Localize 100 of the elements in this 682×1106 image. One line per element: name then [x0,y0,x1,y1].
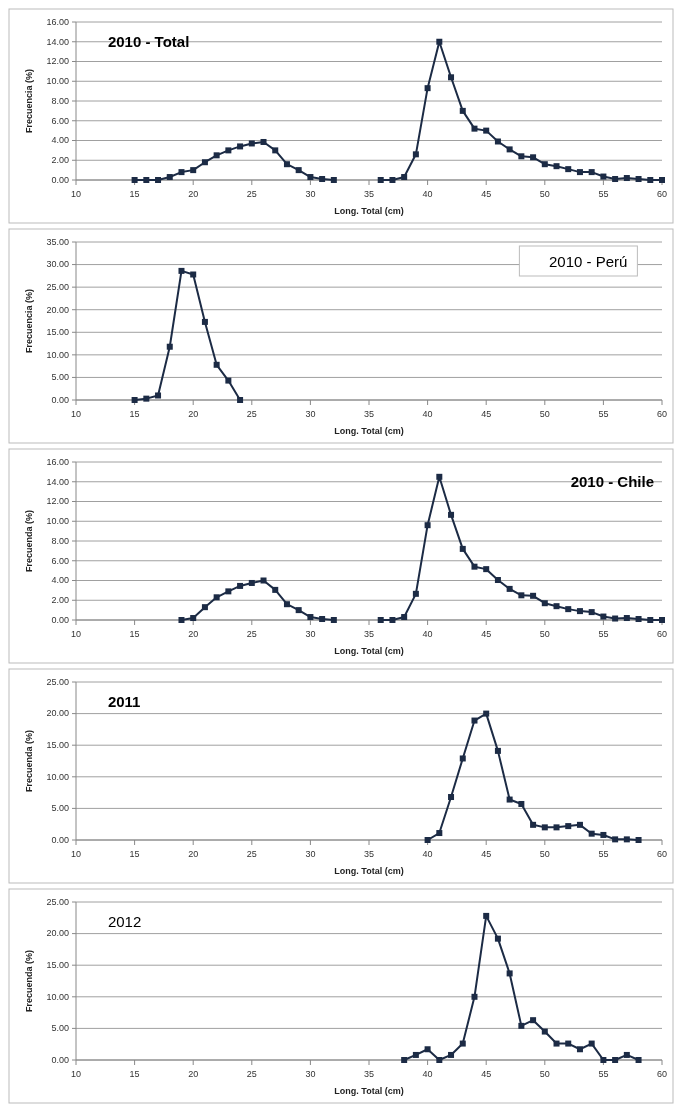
point [565,823,572,830]
x-tick-label: 45 [481,189,492,199]
point [412,1051,419,1058]
point [541,161,548,168]
point [295,607,302,614]
point [494,747,501,754]
x-axis-title: Long. Total (cm) [334,646,404,656]
point [201,159,208,166]
point [319,616,326,623]
x-tick-label: 60 [656,189,668,199]
point [190,271,197,278]
point [459,107,466,114]
y-tick-label: 5.00 [51,1023,69,1034]
point [436,830,443,837]
point [553,824,560,831]
y-tick-label: 10.00 [46,516,69,527]
point [588,169,595,176]
point [330,617,337,623]
point [530,821,537,828]
x-tick-label: 20 [188,409,199,419]
x-tick-label: 25 [246,849,257,859]
y-tick-label: 8.00 [51,535,69,546]
y-tick-label: 10.00 [46,771,69,782]
point [178,169,185,176]
point [201,604,208,611]
point [518,800,525,807]
point [623,175,630,182]
y-tick-label: 5.00 [51,803,69,814]
point [436,473,443,480]
point [272,147,279,154]
y-tick-label: 15.00 [46,740,69,751]
x-tick-label: 50 [539,409,550,419]
point [272,586,279,593]
point [248,140,255,147]
y-tick-label: 4.00 [51,575,69,586]
point [459,1040,466,1047]
point [248,579,255,586]
point [143,395,150,402]
point [565,166,572,173]
point [600,613,607,620]
x-axis-title: Long. Total (cm) [334,866,404,876]
point [506,796,513,803]
point [471,125,478,132]
y-tick-label: 14.00 [46,476,69,487]
point [576,608,583,615]
x-tick-label: 55 [598,1069,609,1079]
x-tick-label: 20 [188,849,199,859]
point [448,511,455,518]
x-tick-label: 35 [363,409,375,419]
text: 2012 [107,913,142,930]
x-tick-label: 55 [598,629,609,639]
point [553,163,560,170]
point [471,993,478,1000]
point [389,617,396,623]
point [471,563,478,570]
point [483,710,490,717]
point [612,615,619,622]
point [459,755,466,762]
x-tick-label: 15 [129,409,140,419]
y-tick-label: 35.00 [46,236,69,247]
x-tick-label: 50 [539,849,550,859]
y-tick-label: 2.00 [51,155,69,166]
point [155,177,162,183]
y-tick-label: 0.00 [51,394,69,405]
point [471,717,478,724]
point [623,836,630,843]
point [565,606,572,613]
point [612,836,619,843]
x-tick-label: 60 [656,849,668,859]
y-tick-label: 6.00 [51,555,69,566]
point [647,177,654,183]
point [260,138,267,145]
point [483,566,490,573]
point [600,831,607,838]
point [530,592,537,599]
x-axis-title: Long. Total (cm) [334,1086,404,1096]
y-axis-title: Frecuenda (%) [24,509,34,573]
y-tick-label: 0.00 [51,834,69,845]
x-tick-label: 15 [129,629,140,639]
x-tick-label: 50 [539,629,550,639]
point [588,830,595,837]
y-tick-label: 25.00 [46,282,69,293]
point [178,267,185,274]
x-tick-label: 15 [129,849,140,859]
y-tick-label: 10.00 [46,991,69,1002]
x-tick-label: 10 [70,849,82,859]
point [436,1057,443,1063]
x-tick-label: 30 [305,629,316,639]
point [178,617,185,623]
y-tick-label: 12.00 [46,496,69,507]
x-tick-label: 45 [481,1069,492,1079]
point [635,1057,642,1063]
x-tick-label: 25 [246,1069,257,1079]
point [565,1040,572,1047]
y-tick-label: 25.00 [46,676,69,687]
point [401,174,408,181]
point [494,577,501,584]
x-tick-label: 35 [363,1069,375,1079]
point [506,146,513,153]
y-tick-label: 2.00 [51,595,69,606]
